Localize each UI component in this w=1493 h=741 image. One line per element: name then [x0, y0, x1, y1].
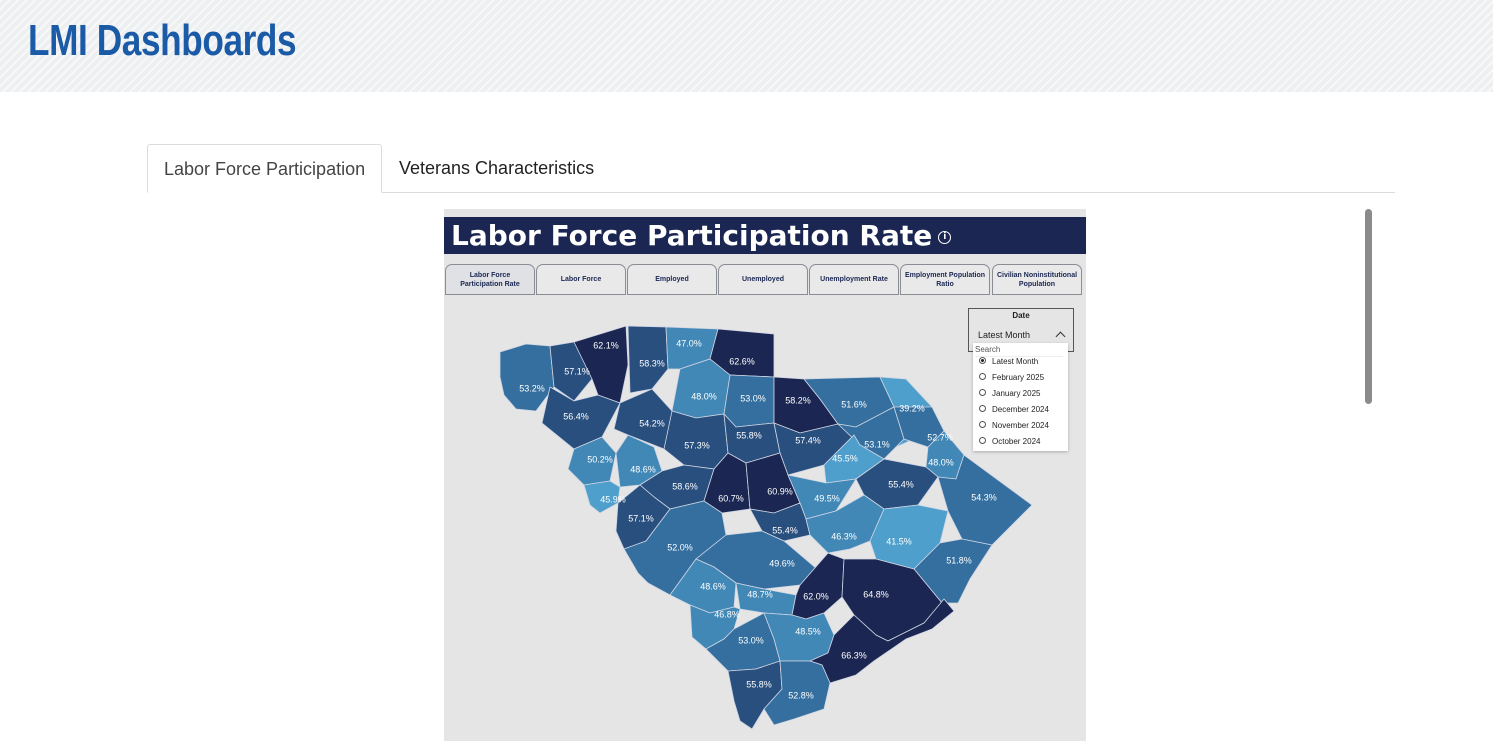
metric-tab-unemployment-rate[interactable]: Unemployment Rate [809, 264, 899, 295]
county-value-label: 50.2% [587, 454, 613, 464]
county-value-label: 53.0% [738, 635, 764, 645]
page-scrollbar[interactable] [1365, 209, 1372, 404]
county-value-label: 54.3% [971, 492, 997, 502]
date-dropdown: Search Latest Month February 2025 Januar… [973, 343, 1068, 451]
county-value-label: 52.8% [788, 690, 814, 700]
county-value-label: 47.0% [676, 338, 702, 348]
county-value-label: 58.3% [639, 358, 665, 368]
county-value-label: 52.7% [927, 432, 953, 442]
radio-icon[interactable] [979, 389, 986, 397]
county-shape[interactable] [937, 454, 1033, 546]
county-value-label: 48.6% [700, 581, 726, 591]
county-value-label: 49.6% [769, 558, 795, 568]
county-value-label: 57.1% [564, 366, 590, 376]
county-shape[interactable] [627, 325, 669, 394]
county-value-label: 55.4% [772, 525, 798, 535]
radio-selected-icon[interactable] [979, 357, 986, 365]
county-value-label: 55.4% [888, 479, 914, 489]
metric-tab-labor-force[interactable]: Labor Force [536, 264, 626, 295]
county-value-label: 55.8% [736, 430, 762, 440]
county-layer: 53.2% 57.1% 62.1% 58.3% 47.0% 62.6% 56.4% 48.0%… [499, 325, 1033, 730]
radio-icon[interactable] [979, 437, 986, 445]
date-option-january-2025[interactable]: January 2025 [979, 387, 1040, 401]
county-value-label: 48.7% [747, 589, 773, 599]
county-value-label: 46.3% [831, 531, 857, 541]
date-option-november-2024[interactable]: November 2024 [979, 419, 1049, 433]
county-map[interactable]: 53.2% 57.1% 62.1% 58.3% 47.0% 62.6% 56.4% 48.0%… [444, 209, 1086, 741]
metric-tab-bar: Labor Force Participation Rate Labor For… [445, 264, 1085, 296]
county-value-label: 41.5% [886, 536, 912, 546]
county-value-label: 45.9% [600, 494, 626, 504]
county-value-label: 48.6% [630, 464, 656, 474]
report-title-bar: Labor Force Participation Rate i [444, 217, 1086, 254]
county-value-label: 45.5% [832, 453, 858, 463]
county-value-label: 57.1% [628, 513, 654, 523]
county-shape[interactable] [541, 386, 621, 450]
date-option-december-2024[interactable]: December 2024 [979, 403, 1049, 417]
site-header: LMI Dashboards [0, 0, 1493, 92]
county-value-label: 66.3% [841, 650, 867, 660]
county-value-label: 60.9% [767, 486, 793, 496]
county-value-label: 51.6% [841, 399, 867, 409]
metric-tab-employed[interactable]: Employed [627, 264, 717, 295]
county-value-label: 55.8% [746, 679, 772, 689]
date-option-october-2024[interactable]: October 2024 [979, 435, 1040, 449]
county-value-label: 39.2% [899, 403, 925, 413]
county-shape[interactable] [763, 660, 831, 726]
county-value-label: 52.0% [667, 542, 693, 552]
county-value-label: 48.0% [691, 391, 717, 401]
county-value-label: 60.7% [718, 493, 744, 503]
county-value-label: 57.3% [684, 440, 710, 450]
metric-tab-labor-force-participation-rate[interactable]: Labor Force Participation Rate [445, 264, 535, 295]
county-value-label: 49.5% [814, 493, 840, 503]
county-value-label: 54.2% [639, 418, 665, 428]
radio-icon[interactable] [979, 373, 986, 381]
date-option-february-2025[interactable]: February 2025 [979, 371, 1044, 385]
county-value-label: 57.4% [795, 435, 821, 445]
info-icon[interactable]: i [938, 230, 952, 244]
county-value-label: 48.0% [928, 457, 954, 467]
county-value-label: 58.2% [785, 395, 811, 405]
county-value-label: 51.8% [946, 555, 972, 565]
county-value-label: 58.6% [672, 481, 698, 491]
county-shape[interactable] [499, 343, 555, 412]
county-value-label: 48.5% [795, 626, 821, 636]
dashboard-tabs: Labor Force Participation Veterans Chara… [147, 144, 1395, 193]
tab-labor-force-participation[interactable]: Labor Force Participation [147, 144, 383, 193]
report-title: Labor Force Participation Rate [451, 219, 933, 252]
radio-icon[interactable] [979, 405, 986, 413]
county-value-label: 64.8% [863, 589, 889, 599]
site-title: LMI Dashboards [28, 16, 297, 65]
county-value-label: 62.6% [729, 356, 755, 366]
metric-tab-employment-population-ratio[interactable]: Employment Population Ratio [900, 264, 990, 295]
county-shape[interactable] [808, 598, 955, 684]
county-value-label: 56.4% [563, 411, 589, 421]
county-value-label: 62.1% [593, 340, 619, 350]
tab-veterans-characteristics[interactable]: Veterans Characteristics [399, 158, 595, 178]
date-search-input[interactable]: Search [975, 345, 1063, 357]
county-value-label: 53.2% [519, 383, 545, 393]
county-value-label: 53.1% [864, 439, 890, 449]
county-value-label: 46.8% [714, 609, 740, 619]
county-value-label: 53.0% [740, 393, 766, 403]
date-slicer-label: Date [1012, 311, 1030, 320]
county-value-label: 62.0% [803, 591, 829, 601]
date-option-latest-month[interactable]: Latest Month [979, 355, 1038, 369]
chevron-up-icon[interactable] [1055, 331, 1066, 342]
date-slicer-value[interactable]: Latest Month [978, 330, 1031, 340]
metric-tab-unemployed[interactable]: Unemployed [718, 264, 808, 295]
metric-tab-civilian-noninstitutional-population[interactable]: Civilian Noninstitutional Population [992, 264, 1082, 295]
radio-icon[interactable] [979, 421, 986, 429]
report-canvas: 53.2% 57.1% 62.1% 58.3% 47.0% 62.6% 56.4% 48.0%… [444, 209, 1086, 741]
